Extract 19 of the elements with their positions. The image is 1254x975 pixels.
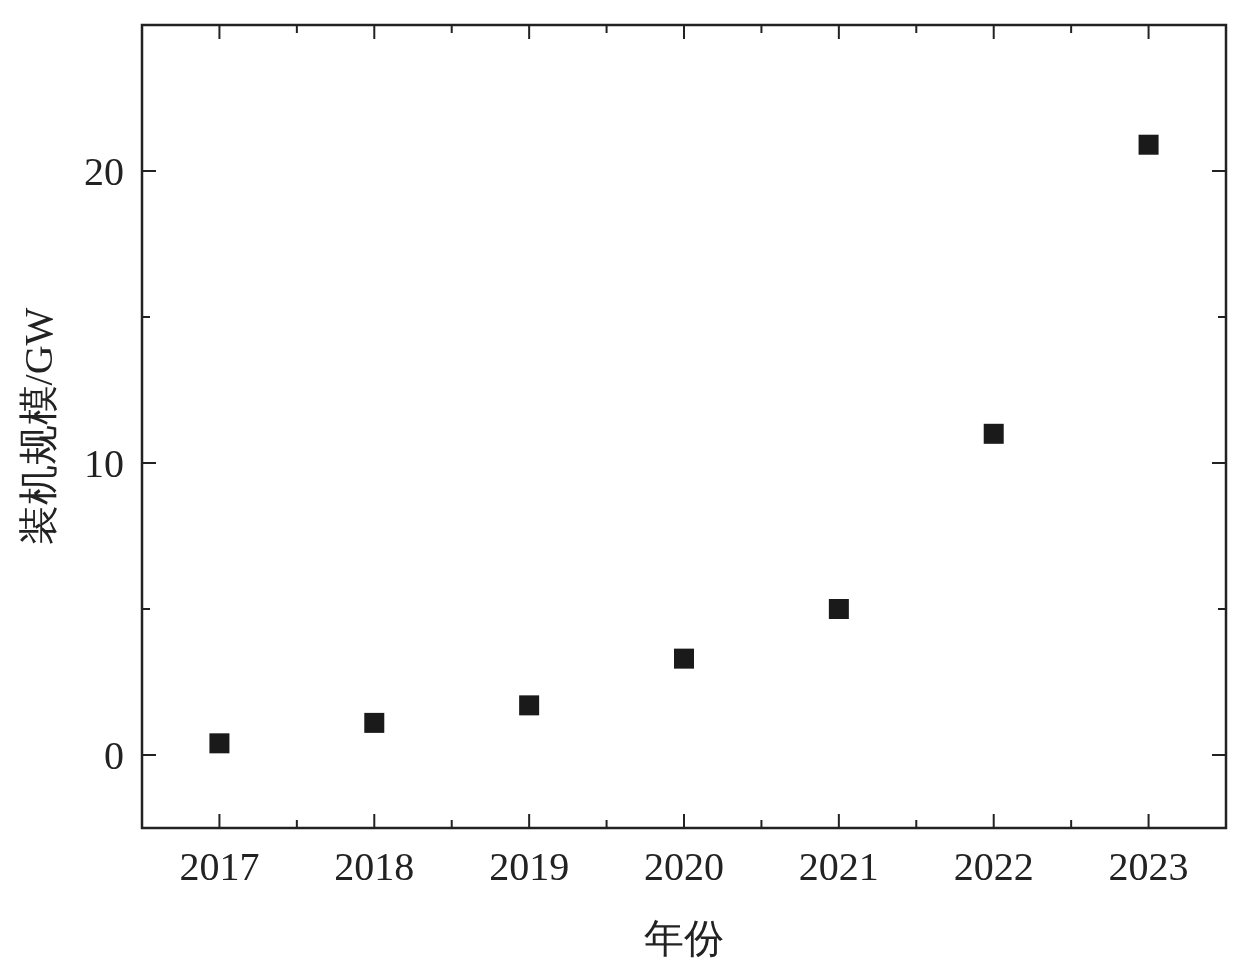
- point: [364, 712, 385, 733]
- y-tick-label: 0: [104, 733, 124, 778]
- x-tick-label: 2022: [953, 844, 1034, 889]
- point: [209, 733, 230, 754]
- x-tick-label: 2021: [798, 844, 879, 889]
- point: [519, 695, 540, 716]
- x-tick-label: 2019: [489, 844, 570, 889]
- y-tick-label: 10: [84, 441, 124, 486]
- x-tick-label: 2018: [334, 844, 415, 889]
- point: [983, 423, 1004, 444]
- point: [674, 648, 694, 669]
- x-tick-label: 2017: [179, 844, 260, 889]
- y-tick-label: 20: [84, 149, 124, 194]
- y-axis-title: 装机规模/GW: [16, 307, 61, 546]
- x-tick-label: 2020: [644, 844, 724, 889]
- x-axis-title: 年份: [644, 916, 724, 961]
- point: [1138, 134, 1159, 155]
- x-tick-label: 2023: [1108, 844, 1189, 889]
- point: [828, 599, 849, 619]
